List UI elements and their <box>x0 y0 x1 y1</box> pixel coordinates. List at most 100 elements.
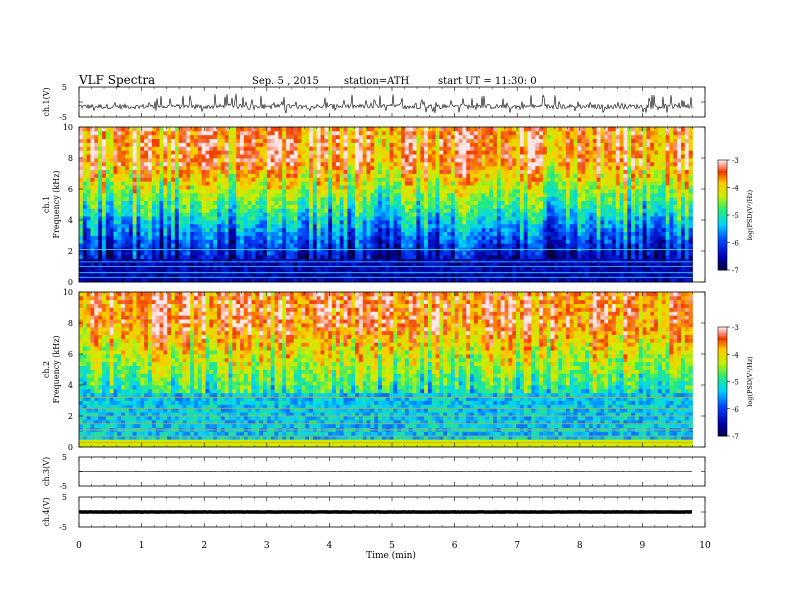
ch1-spectrogram-cell <box>416 150 421 155</box>
ch1-spectrogram-cell <box>148 258 153 264</box>
ch1-spectrogram-cell <box>462 169 467 174</box>
ch1-spectrogram-cell <box>182 254 187 260</box>
ch1-spectrogram-cell <box>232 278 237 283</box>
ch1-spectrogram-cell <box>247 196 252 202</box>
ch1-spectrogram-cell <box>504 266 509 271</box>
ch1-spectrogram-cell <box>351 223 356 229</box>
ch1-spectrogram-cell <box>535 146 540 151</box>
ch1-spectrogram-cell <box>86 158 91 163</box>
ch1-spectrogram-cell <box>439 177 444 182</box>
ch1-spectrogram-cell <box>355 254 360 260</box>
ch1-spectrogram-cell <box>508 154 513 159</box>
ch1-spectrogram-cell <box>194 192 199 198</box>
ch1-spectrogram-cell <box>462 150 467 155</box>
ch1-spectrogram-cell <box>79 220 84 225</box>
ch1-spectrogram-cell <box>473 177 479 182</box>
ch1-spectrogram-cell <box>274 216 279 221</box>
ch1-spectrogram-cell <box>224 235 229 240</box>
ch1-spectrogram-cell <box>512 146 517 151</box>
ch1-spectrogram-cell <box>274 127 279 132</box>
ch1-spectrogram-cell <box>328 231 333 236</box>
ch1-spectrogram-cell <box>186 150 191 155</box>
ch1-spectrogram-cell <box>224 181 229 186</box>
ch1-spectrogram-cell <box>186 169 191 174</box>
ch1-spectrogram-cell <box>347 274 352 279</box>
ch1-spectrogram-cell <box>489 227 494 233</box>
ch1-spectrogram-cell <box>473 239 479 244</box>
ch1-spectrogram-cell <box>339 243 344 248</box>
ch1-spectrogram-cell <box>397 150 402 155</box>
ch1-spectrogram-cell <box>98 189 103 194</box>
ch1-spectrogram-cell <box>378 235 383 240</box>
ch1-spectrogram-cell <box>282 227 287 233</box>
ch1-spectrogram-cell <box>450 216 456 221</box>
ch1-spectrogram-cell <box>151 192 157 198</box>
ch1-spectrogram-cell <box>427 127 433 132</box>
ch1-spectrogram-cell <box>404 177 410 182</box>
ch1-spectrogram-cell <box>473 192 479 198</box>
ch1-spectrogram-cell <box>539 274 544 279</box>
ch1-spectrogram-cell <box>113 204 118 209</box>
ch1-spectrogram-cell <box>312 208 318 213</box>
ch1-spectrogram-cell <box>224 146 229 151</box>
ch1-spectrogram-cell <box>351 146 356 151</box>
ch1-spectrogram-cell <box>439 258 444 264</box>
ch1-spectrogram-cell <box>190 223 195 229</box>
ch1-spectrogram-cell <box>167 208 172 213</box>
ch1-spectrogram-cell <box>416 258 421 264</box>
ch1-spectrogram-cell <box>293 274 298 279</box>
ch1-spectrogram-cell <box>286 227 291 233</box>
ch1-spectrogram-cell <box>523 138 528 143</box>
ch1-spectrogram-cell <box>389 173 394 178</box>
ch1-spectrogram-cell <box>201 142 206 147</box>
ch1-spectrogram-cell <box>519 154 525 159</box>
ch1-spectrogram-cell <box>408 278 413 283</box>
ch1-spectrogram-cell <box>278 243 283 248</box>
ch1-spectrogram-cell <box>366 181 371 186</box>
ch1-spectrogram-cell <box>125 204 130 209</box>
ch1-spectrogram-cell <box>163 177 168 182</box>
ch1-spectrogram-cell <box>247 231 252 236</box>
ch1-spectrogram-cell <box>500 231 505 236</box>
ch1-spectrogram-cell <box>527 185 532 190</box>
ch1-spectrogram-cell <box>301 243 306 248</box>
ch1-spectrogram-cell <box>159 181 164 186</box>
ch1-spectrogram-cell <box>362 185 367 190</box>
ch1-spectrogram-cell <box>454 138 459 143</box>
ch1-spectrogram-cell <box>151 177 157 182</box>
ch1-spectrogram-cell <box>397 196 402 202</box>
ch1-spectrogram-cell <box>493 231 498 236</box>
ch1-spectrogram-cell <box>90 254 95 260</box>
ch1-spectrogram-cell <box>496 254 502 260</box>
ch1-spectrogram-cell <box>351 196 356 202</box>
ch1-spectrogram-cell <box>213 196 218 202</box>
ch1-spectrogram-cell <box>297 158 302 163</box>
ch1-spectrogram-cell <box>412 266 417 271</box>
ch1-spectrogram-cell <box>82 185 88 190</box>
ch1-spectrogram-cell <box>516 138 521 143</box>
ch1-spectrogram-cell <box>397 154 402 159</box>
ch1-spectrogram-cell <box>473 146 479 151</box>
ch1-spectrogram-cell <box>512 185 517 190</box>
ch1-spectrogram-cell <box>393 278 398 283</box>
ch1-spectrogram-cell <box>190 158 195 163</box>
ch1-spectrogram-cell <box>217 177 222 182</box>
ch1-spectrogram-cell <box>328 177 333 182</box>
ch1-spectrogram-cell <box>224 223 229 229</box>
ch1-spectrogram-cell <box>381 204 387 209</box>
ch1-spectrogram-cell <box>144 262 149 267</box>
ch1-spectrogram-cell <box>121 266 126 271</box>
ch1-spectrogram-cell <box>481 165 486 171</box>
ch1-spectrogram-cell <box>305 220 310 225</box>
ch1-spectrogram-cell <box>324 254 329 260</box>
ch1-spectrogram-cell <box>224 189 229 194</box>
ch1-spectrogram-cell <box>228 254 233 260</box>
ch1-spectrogram-cell <box>117 165 122 171</box>
ch1-spectrogram-cell <box>381 254 387 260</box>
ch1-spectrogram-cell <box>213 189 218 194</box>
ch1-spectrogram-cell <box>232 239 237 244</box>
ch1-spectrogram-cell <box>366 165 371 171</box>
ch1-spectrogram-cell <box>332 235 337 240</box>
ch1-spectrogram-cell <box>186 254 191 260</box>
ch1-spectrogram-cell <box>312 154 318 159</box>
